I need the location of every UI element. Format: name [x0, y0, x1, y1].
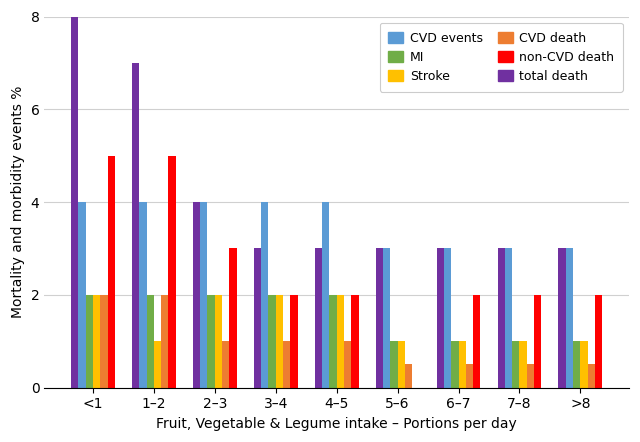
- Bar: [405, 364, 412, 388]
- Bar: [397, 341, 405, 388]
- Bar: [520, 341, 527, 388]
- Bar: [140, 202, 147, 388]
- Bar: [276, 295, 283, 388]
- Bar: [505, 248, 512, 388]
- Bar: [215, 295, 222, 388]
- Bar: [229, 248, 237, 388]
- Bar: [337, 295, 344, 388]
- Bar: [268, 295, 276, 388]
- Bar: [100, 295, 108, 388]
- Bar: [154, 341, 161, 388]
- Bar: [161, 295, 168, 388]
- Bar: [132, 63, 140, 388]
- Bar: [344, 341, 351, 388]
- Bar: [383, 248, 390, 388]
- Bar: [595, 295, 602, 388]
- Bar: [512, 341, 520, 388]
- Bar: [534, 295, 541, 388]
- Bar: [351, 295, 358, 388]
- Bar: [71, 17, 78, 388]
- Bar: [261, 202, 268, 388]
- Bar: [315, 248, 322, 388]
- Bar: [580, 341, 588, 388]
- Bar: [390, 341, 397, 388]
- Bar: [207, 295, 215, 388]
- Bar: [283, 341, 291, 388]
- Bar: [527, 364, 534, 388]
- Bar: [436, 248, 444, 388]
- Bar: [458, 341, 466, 388]
- Bar: [200, 202, 207, 388]
- Bar: [466, 364, 473, 388]
- X-axis label: Fruit, Vegetable & Legume intake – Portions per day: Fruit, Vegetable & Legume intake – Porti…: [156, 417, 517, 431]
- Bar: [108, 156, 115, 388]
- Bar: [222, 341, 229, 388]
- Bar: [322, 202, 330, 388]
- Bar: [497, 248, 505, 388]
- Bar: [147, 295, 154, 388]
- Bar: [86, 295, 93, 388]
- Y-axis label: Mortality and morbidity events %: Mortality and morbidity events %: [11, 86, 25, 318]
- Legend: CVD events, MI, Stroke, CVD death, non-CVD death, total death: CVD events, MI, Stroke, CVD death, non-C…: [380, 23, 623, 92]
- Bar: [588, 364, 595, 388]
- Bar: [168, 156, 176, 388]
- Bar: [93, 295, 100, 388]
- Bar: [291, 295, 298, 388]
- Bar: [559, 248, 566, 388]
- Bar: [573, 341, 580, 388]
- Bar: [444, 248, 451, 388]
- Bar: [473, 295, 481, 388]
- Bar: [330, 295, 337, 388]
- Bar: [566, 248, 573, 388]
- Bar: [451, 341, 458, 388]
- Bar: [254, 248, 261, 388]
- Bar: [193, 202, 200, 388]
- Bar: [78, 202, 86, 388]
- Bar: [376, 248, 383, 388]
